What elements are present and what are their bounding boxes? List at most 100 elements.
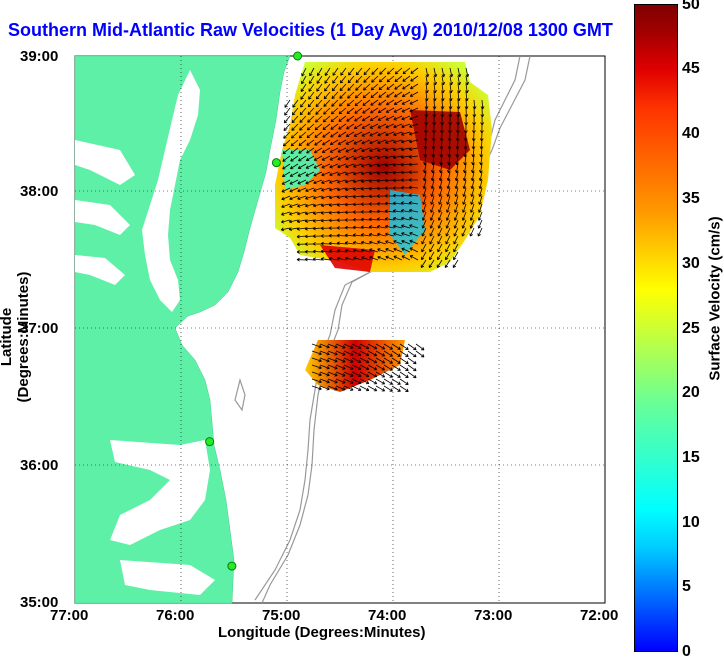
velocity-arrow [344,225,355,230]
velocity-arrow [368,217,379,222]
velocity-arrow [399,371,409,378]
velocity-arrow [360,225,371,230]
colorbar-tick: 25 [682,320,700,337]
velocity-arrow [453,219,459,229]
velocity-arrow [346,123,355,130]
velocity-arrow [351,350,362,357]
velocity-arrow [409,247,419,253]
velocity-arrow [383,343,393,350]
velocity-arrow [291,107,299,116]
velocity-arrow [328,249,339,254]
velocity-arrow [330,115,339,123]
velocity-arrow [445,211,451,221]
velocity-arrow [478,203,483,213]
velocity-arrow [429,235,435,245]
velocity-arrow [453,251,459,261]
velocity-arrow [296,257,307,262]
velocity-arrow [344,256,355,261]
velocity-arrow [424,99,429,110]
velocity-arrow [322,139,331,146]
velocity-arrow [422,171,427,182]
velocity-arrow [447,147,452,158]
velocity-arrow [312,234,323,239]
velocity-arrow [422,203,427,213]
chesapeake-bay [75,70,215,595]
velocity-arrow [344,179,355,184]
velocity-arrow [330,123,339,130]
velocity-arrow [421,243,427,253]
velocity-arrow [400,208,411,213]
velocity-arrow [297,179,307,185]
velocity-arrow [408,185,419,190]
velocity-arrow [376,201,387,206]
velocity-arrow [464,91,469,102]
velocity-arrow [377,107,387,114]
velocity-arrow [296,219,307,224]
velocity-arrow [409,107,419,113]
velocity-arrow [312,249,323,254]
ytick-label: 36:00 [20,457,59,474]
velocity-arrow [313,171,323,177]
velocity-arrow [319,364,330,370]
velocity-arrow [360,194,371,199]
velocity-arrow [311,364,322,370]
velocity-arrow [344,202,355,207]
colorbar-tick: 20 [682,384,700,401]
velocity-arrow [289,211,299,216]
velocity-arrow [345,139,355,145]
velocity-arrow [306,131,315,139]
velocity-arrow [344,218,355,222]
velocity-arrow [329,171,339,177]
velocity-arrow [393,99,403,105]
velocity-arrow [462,187,467,197]
velocity-arrow [408,201,419,205]
velocity-arrow [359,350,370,357]
velocity-arrow [354,91,363,99]
velocity-arrow [343,385,354,391]
velocity-arrow [433,75,438,86]
velocity-arrow [408,162,419,167]
velocity-arrow [315,107,323,115]
velocity-arrow [288,227,299,232]
velocity-arrow [290,147,299,154]
velocity-arrow [335,378,346,384]
xtick-label: 75:00 [262,607,301,624]
velocity-arrow [393,139,403,144]
velocity-arrow [312,241,323,246]
velocity-arrow [367,378,378,385]
velocity-arrow [290,163,299,170]
velocity-arrow [392,216,403,221]
velocity-arrow [359,343,370,350]
velocity-arrow [378,91,387,98]
velocity-arrow [335,350,346,356]
velocity-arrow [400,147,411,152]
velocity-arrow [446,171,451,182]
colorbar-tick: 50 [682,0,700,13]
velocity-arrow [445,219,451,229]
velocity-arrow [299,115,307,123]
velocity-arrow [320,195,331,200]
velocity-arrow [359,364,370,371]
velocity-arrow [455,155,459,166]
velocity-arrow [391,371,401,378]
velocity-arrow [338,107,347,115]
velocity-arrow [400,201,411,206]
velocity-arrow [394,67,403,75]
velocity-arrow [308,75,315,85]
velocity-arrow [282,139,291,147]
velocity-arrow [361,248,371,253]
velocity-arrow [351,371,362,378]
velocity-arrow [392,193,403,198]
velocity-arrow [338,115,347,122]
velocity-arrow [353,139,363,145]
velocity-arrow [465,67,470,78]
velocity-arrow [352,217,363,222]
velocity-arrow [449,67,454,78]
velocity-arrow [353,163,363,168]
velocity-arrow [407,350,417,358]
velocity-arrow [377,240,387,245]
velocity-arrow [463,155,467,166]
velocity-arrow [446,179,451,190]
velocity-arrow [423,147,428,158]
velocity-arrow [331,83,339,92]
